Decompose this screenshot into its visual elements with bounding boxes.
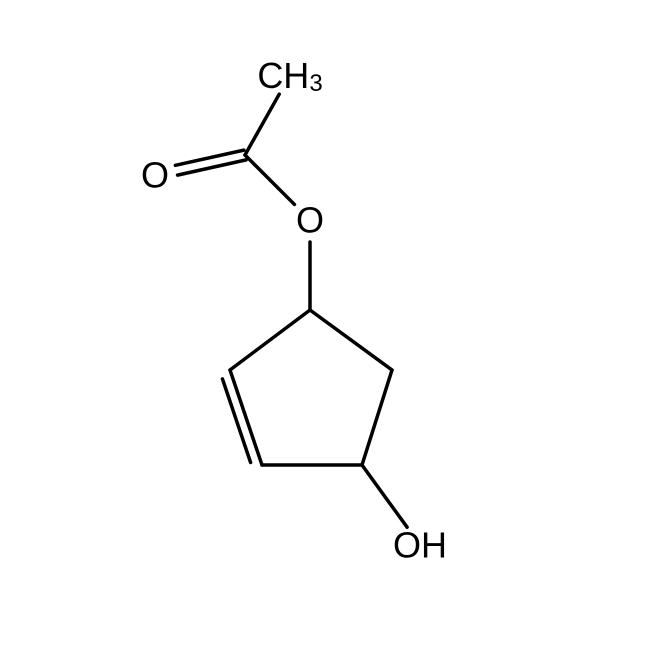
atom-label-O_dbl: O xyxy=(141,155,169,196)
atom-label-O_ester: O xyxy=(296,200,324,241)
molecule-structure: CH3 O O OH xyxy=(0,0,650,650)
atom-label-C_methyl: CH3 xyxy=(257,55,322,97)
atom-label-O_H: OH xyxy=(393,525,447,566)
